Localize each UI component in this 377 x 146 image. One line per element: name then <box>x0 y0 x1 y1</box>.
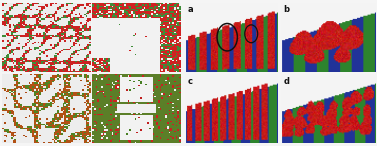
Text: c: c <box>187 77 193 86</box>
Text: a: a <box>187 5 193 14</box>
Text: b: b <box>284 5 290 14</box>
Text: d: d <box>284 77 290 86</box>
